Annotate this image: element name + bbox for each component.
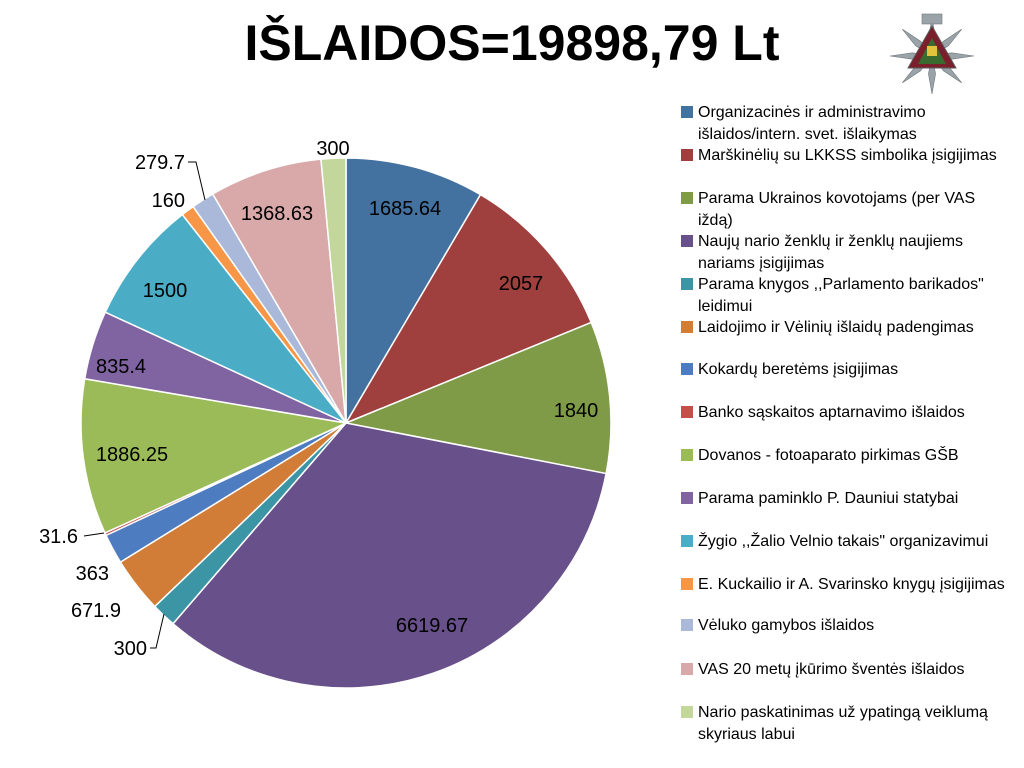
- leader-line: [150, 613, 165, 649]
- legend-label: Laidojimo ir Vėlinių išlaidų padengimas: [698, 319, 974, 336]
- legend-label: Kokardų beretėms įsigijimas: [698, 361, 899, 378]
- data-label: 835.4: [96, 356, 146, 378]
- legend-label: Organizacinės ir administravimo išlaidos…: [698, 104, 926, 143]
- pie-slice: [344, 193, 593, 425]
- legend-label: VAS 20 metų įkūrimo šventės išlaidos: [698, 661, 965, 678]
- pie-slice: [345, 157, 482, 426]
- leader-line: [188, 161, 206, 201]
- legend-label: Marškinėlių su LKKSS simbolika įsigijima…: [698, 147, 997, 164]
- legend-swatch: [681, 663, 693, 675]
- data-label: 6619.67: [396, 615, 468, 637]
- legend-item: Parama knygos ,,Parlamento barikados" le…: [681, 274, 1021, 318]
- legend-label: Parama paminklo P. Dauniui statybai: [698, 490, 959, 507]
- legend-item: Naujų nario ženklų ir ženklų naujiems na…: [681, 231, 1021, 275]
- data-label: 1840: [554, 400, 599, 422]
- legend-item: E. Kuckailio ir A. Svarinsko knygų įsigi…: [681, 574, 1021, 596]
- legend-item: Nario paskatinimas už ypatingą veiklumą …: [681, 702, 1021, 746]
- legend-swatch: [681, 578, 693, 590]
- legend-swatch: [681, 106, 693, 118]
- legend-item: Žygio ,,Žalio Velnio takais" organizavim…: [681, 531, 1021, 553]
- legend-swatch: [681, 149, 693, 161]
- legend-label: E. Kuckailio ir A. Svarinsko knygų įsigi…: [698, 576, 1005, 593]
- data-label: 160: [152, 190, 185, 212]
- lkkss-emblem-icon: [889, 13, 975, 95]
- pie-slice: [211, 158, 347, 424]
- legend-item: Kokardų beretėms įsigijimas: [681, 359, 1021, 381]
- legend-swatch: [681, 406, 693, 418]
- legend-item: Marškinėlių su LKKSS simbolika įsigijima…: [681, 145, 1021, 167]
- pie-slice: [171, 422, 608, 689]
- legend-label: Parama Ukrainos kovotojams (per VAS iždą…: [698, 190, 976, 229]
- legend-label: Dovanos - fotoaparato pirkimas GŠB: [698, 447, 959, 464]
- legend-swatch: [681, 492, 693, 504]
- legend-swatch: [681, 619, 693, 631]
- pie-slice: [104, 213, 347, 424]
- legend-label: Banko sąskaitos aptarnavimo išlaidos: [698, 404, 965, 421]
- legend-label: Nario paskatinimas už ypatingą veiklumą …: [698, 704, 988, 743]
- legend-label: Naujų nario ženklų ir ženklų naujiems na…: [698, 233, 964, 272]
- legend-swatch: [681, 278, 693, 290]
- data-label: 671.9: [71, 600, 121, 622]
- legend-item: Banko sąskaitos aptarnavimo išlaidos: [681, 402, 1021, 424]
- data-label: 300: [316, 138, 349, 160]
- data-label: 363: [76, 563, 109, 585]
- legend-swatch: [681, 192, 693, 204]
- legend-swatch: [681, 235, 693, 247]
- chart-title: IŠLAIDOS=19898,79 Lt: [244, 15, 780, 71]
- legend-item: Vėluko gamybos išlaidos: [681, 615, 1021, 637]
- legend-swatch: [681, 321, 693, 333]
- data-label: 1886.25: [96, 444, 168, 466]
- legend-swatch: [681, 363, 693, 375]
- pie-slice: [320, 157, 347, 424]
- data-label: 1685.64: [369, 198, 441, 220]
- legend-item: Organizacinės ir administravimo išlaidos…: [681, 102, 1021, 146]
- pie-slice: [80, 377, 349, 534]
- legend-label: Parama knygos ,,Parlamento barikados" le…: [698, 276, 984, 315]
- data-label: 2057: [499, 273, 544, 295]
- leader-line: [83, 532, 105, 537]
- data-label: 1500: [143, 280, 188, 302]
- data-label: 279.7: [135, 152, 185, 174]
- legend-item: Parama Ukrainos kovotojams (per VAS iždą…: [681, 188, 1021, 232]
- legend-swatch: [681, 449, 693, 461]
- data-label: 1368.63: [241, 203, 313, 225]
- legend-item: VAS 20 metų įkūrimo šventės išlaidos: [681, 659, 1021, 681]
- legend-swatch: [681, 535, 693, 547]
- data-label: 31.6: [39, 526, 78, 548]
- legend-label: Žygio ,,Žalio Velnio takais" organizavim…: [698, 533, 989, 550]
- legend-swatch: [681, 706, 693, 718]
- legend-item: Parama paminklo P. Dauniui statybai: [681, 488, 1021, 510]
- data-label: 300: [114, 638, 147, 660]
- legend-item: Dovanos - fotoaparato pirkimas GŠB: [681, 445, 1021, 467]
- legend-label: Vėluko gamybos išlaidos: [698, 617, 875, 634]
- legend-item: Laidojimo ir Vėlinių išlaidų padengimas: [681, 317, 1021, 339]
